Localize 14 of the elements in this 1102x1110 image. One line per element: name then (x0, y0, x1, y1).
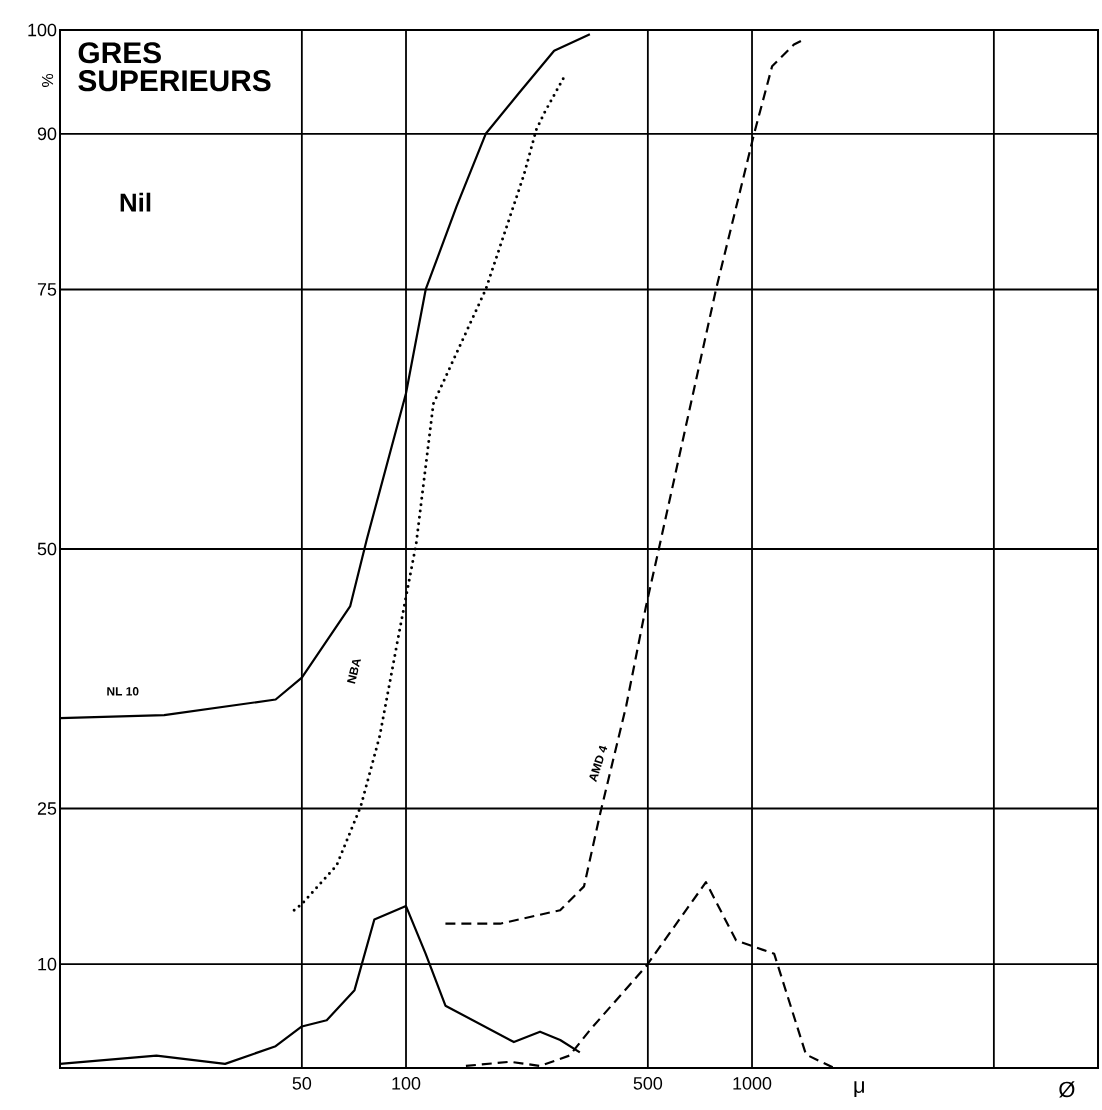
x-tick-label: 50 (292, 1077, 312, 1090)
x-tick-label: 100 (392, 1077, 421, 1090)
y-tick-label: 75 (37, 283, 57, 296)
y-tick-label: 100 (28, 23, 57, 37)
y-tick-label: 50 (37, 542, 57, 556)
x-tick-label: 1000 (733, 1077, 772, 1090)
text: Nil (120, 192, 151, 212)
x-tick-label: 500 (633, 1077, 663, 1090)
text: GRES SUPERIEURS (78, 42, 271, 92)
y-tick-label: 90 (37, 127, 57, 141)
text: Ø (1059, 1081, 1075, 1098)
x-axis-title: μ (854, 1081, 864, 1098)
y-tick-label: 25 (37, 802, 57, 815)
y-tick-label: 10 (38, 957, 57, 971)
